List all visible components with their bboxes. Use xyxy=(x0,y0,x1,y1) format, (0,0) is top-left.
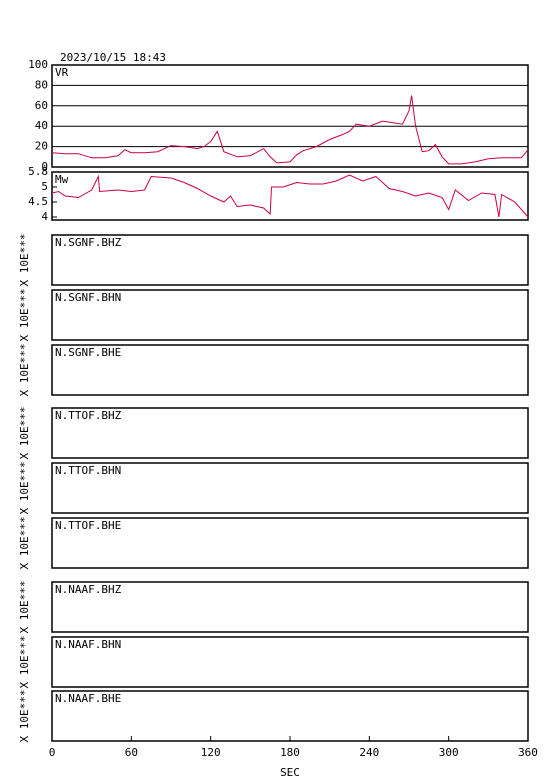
trace-label: N.TTOF.BHN xyxy=(55,464,121,477)
trace-label: N.SGNF.BHZ xyxy=(55,236,122,249)
trace-label: N.SGNF.BHE xyxy=(55,346,121,359)
y-tick-label: 5 xyxy=(41,180,48,193)
y-tick-label: 20 xyxy=(35,140,48,153)
data-line xyxy=(51,174,529,218)
trace-label: N.NAAF.BHZ xyxy=(55,583,122,596)
trace-y-label: X 10E*** xyxy=(18,289,31,342)
trace-frame xyxy=(51,462,529,514)
trace-frame xyxy=(51,581,529,633)
trace-frame xyxy=(51,690,529,742)
y-tick-label: 40 xyxy=(35,119,48,132)
trace-y-label: X 10E*** xyxy=(18,234,31,287)
x-axis-label: SEC xyxy=(280,766,300,779)
trace-y-label: X 10E*** xyxy=(18,581,31,634)
y-tick-label: 0 xyxy=(41,160,48,173)
trace-y-label: X 10E*** xyxy=(18,407,31,460)
trace-y-label: X 10E*** xyxy=(18,517,31,570)
trace-label: N.NAAF.BHN xyxy=(55,638,121,651)
trace-frame xyxy=(51,407,529,459)
chart-title: 2023/10/15 18:43 xyxy=(60,51,166,64)
x-tick-label: 180 xyxy=(280,746,300,759)
x-tick-label: 240 xyxy=(359,746,379,759)
data-line xyxy=(51,95,529,165)
y-tick-label: 5.8 xyxy=(28,165,48,178)
trace-y-label: X 10E*** xyxy=(18,462,31,515)
trace-frame xyxy=(51,289,529,341)
trace-frame xyxy=(51,234,529,286)
trace-y-label: X 10E*** xyxy=(18,636,31,689)
x-tick-label: 360 xyxy=(518,746,538,759)
trace-frame xyxy=(51,636,529,688)
y-tick-label: 80 xyxy=(35,78,48,91)
trace-frame xyxy=(51,517,529,569)
trace-frame xyxy=(51,344,529,396)
panel-label: Mw xyxy=(55,173,69,186)
panel-frame xyxy=(51,64,529,168)
panel-frame xyxy=(51,171,529,221)
y-tick-label: 4.5 xyxy=(28,195,48,208)
trace-label: N.TTOF.BHZ xyxy=(55,409,122,422)
x-tick-label: 300 xyxy=(439,746,459,759)
x-tick-label: 60 xyxy=(125,746,138,759)
y-tick-label: 4 xyxy=(41,210,48,223)
trace-y-label: X 10E*** xyxy=(18,690,31,743)
y-tick-label: 100 xyxy=(28,58,48,71)
y-tick-label: 60 xyxy=(35,99,48,112)
trace-label: N.TTOF.BHE xyxy=(55,519,121,532)
x-tick-label: 120 xyxy=(201,746,221,759)
panel-label: VR xyxy=(55,66,69,79)
trace-y-label: X 10E*** xyxy=(18,344,31,397)
trace-label: N.SGNF.BHN xyxy=(55,291,121,304)
trace-label: N.NAAF.BHE xyxy=(55,692,121,705)
x-tick-label: 0 xyxy=(49,746,56,759)
